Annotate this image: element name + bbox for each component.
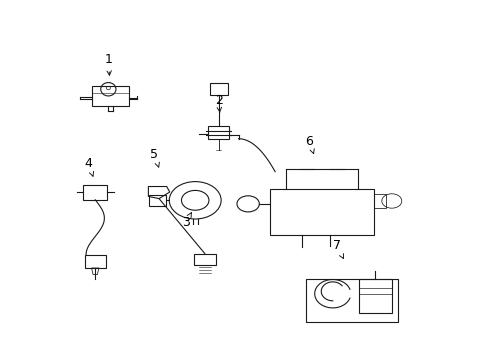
- Text: 1: 1: [104, 53, 112, 75]
- Text: 6: 6: [305, 135, 314, 154]
- Text: 3: 3: [182, 213, 191, 229]
- Text: 4: 4: [84, 157, 93, 176]
- Text: 5: 5: [150, 148, 159, 167]
- Text: 2: 2: [214, 94, 222, 113]
- Text: 7: 7: [332, 239, 343, 258]
- Ellipse shape: [106, 86, 110, 90]
